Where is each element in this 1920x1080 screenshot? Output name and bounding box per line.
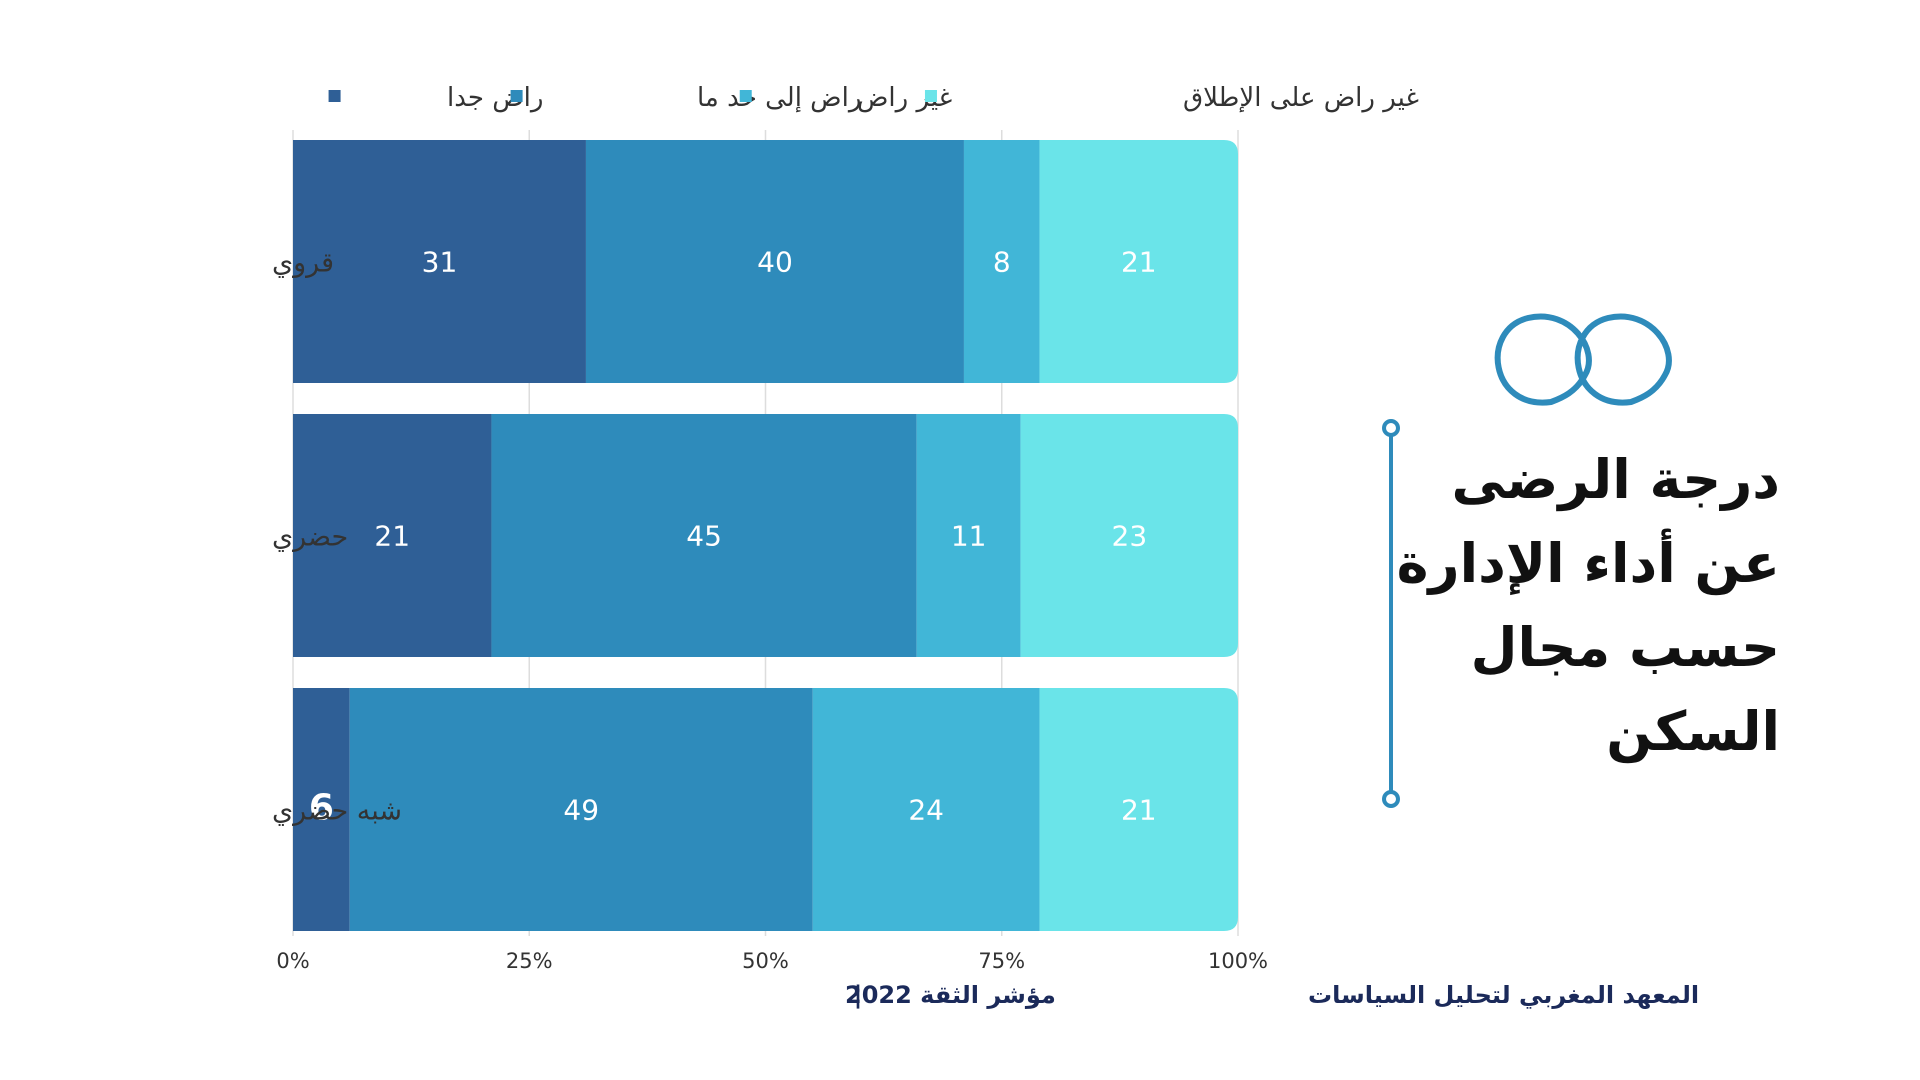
bar-value-label: 21 bbox=[1121, 246, 1157, 279]
bar-segment bbox=[293, 414, 492, 657]
legend-swatch bbox=[924, 90, 937, 102]
bar-value-label: 8 bbox=[993, 246, 1011, 279]
footer-index-name: مؤشر الثقة 2022 bbox=[845, 981, 1056, 1009]
bar-segment bbox=[491, 414, 917, 657]
bar-segment bbox=[812, 688, 1040, 931]
legend-label: راض إلى حد ما bbox=[697, 83, 861, 113]
footer-separator: | bbox=[854, 981, 863, 1009]
vertical-line-icon bbox=[1382, 419, 1400, 808]
bar-segment bbox=[349, 688, 813, 931]
legend-label: راض جدا bbox=[447, 83, 543, 113]
legend-swatch bbox=[739, 90, 752, 102]
bar-segment bbox=[585, 140, 964, 383]
bar-segment bbox=[1020, 414, 1238, 657]
x-tick-label: 75% bbox=[978, 949, 1025, 973]
bar-value-label: 49 bbox=[563, 794, 599, 827]
bar-value-label: 31 bbox=[422, 246, 458, 279]
category-label: شبه حضري bbox=[272, 796, 402, 827]
x-tick-label: 25% bbox=[506, 949, 553, 973]
footer-source: المعهد المغربي لتحليل السياسات bbox=[1308, 981, 1699, 1009]
x-tick-label: 0% bbox=[276, 949, 309, 973]
x-tick-label: 100% bbox=[1208, 949, 1268, 973]
bar-segment bbox=[1039, 140, 1238, 383]
bar-segment bbox=[916, 414, 1021, 657]
legend-swatch bbox=[510, 90, 523, 102]
category-label: قروي bbox=[272, 248, 334, 279]
bar-labels: 31 40 8 21 21 45 11 23 6 49 24 21 bbox=[309, 246, 1157, 829]
bar-segment bbox=[293, 688, 350, 931]
bar-segment bbox=[963, 140, 1040, 383]
bar-segment bbox=[293, 140, 586, 383]
bar-value-label: 11 bbox=[951, 520, 987, 553]
bar-value-label: 6 bbox=[309, 788, 334, 829]
side-title: درجة الرضى عن أداء الإدارة حسب مجال السك… bbox=[1396, 438, 1780, 774]
category-label: حضري bbox=[272, 522, 348, 553]
bar-value-label: 23 bbox=[1112, 520, 1148, 553]
bar-value-label: 21 bbox=[1121, 794, 1157, 827]
category-labels: قروي حضري شبه حضري bbox=[272, 248, 402, 827]
bar-value-label: 45 bbox=[686, 520, 722, 553]
bars bbox=[293, 140, 1238, 931]
quote-mark-icon bbox=[1494, 313, 1672, 406]
side-title-line: عن أداء الإدارة bbox=[1396, 532, 1780, 595]
bar-value-label: 40 bbox=[757, 246, 793, 279]
bar-value-label: 24 bbox=[908, 794, 944, 827]
legend-swatch bbox=[328, 90, 341, 102]
side-title-line: السكن bbox=[1606, 700, 1780, 763]
side-title-line: درجة الرضى bbox=[1451, 448, 1780, 511]
x-axis-ticks: 0% 25% 50% 75% 100% bbox=[276, 949, 1268, 973]
bar-value-label: 21 bbox=[374, 520, 410, 553]
side-title-line: حسب مجال bbox=[1470, 616, 1780, 679]
legend-label: غير راض bbox=[857, 83, 952, 113]
x-tick-label: 50% bbox=[742, 949, 789, 973]
legend-label: غير راض على الإطلاق bbox=[1183, 83, 1419, 113]
bar-segment bbox=[1039, 688, 1238, 931]
